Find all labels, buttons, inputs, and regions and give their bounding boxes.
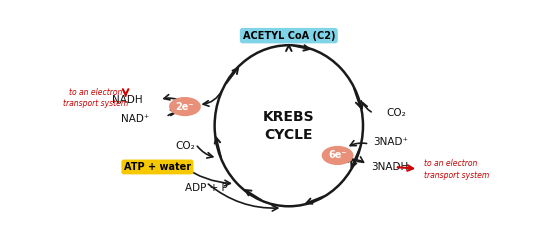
Text: CO₂: CO₂ (175, 141, 195, 151)
Ellipse shape (169, 97, 201, 116)
Text: 3NAD⁺: 3NAD⁺ (374, 137, 409, 147)
Text: ACETYL CoA (C2): ACETYL CoA (C2) (242, 31, 335, 41)
Text: ATP + water: ATP + water (124, 162, 191, 172)
Text: 3NADH: 3NADH (371, 162, 409, 172)
Text: NAD⁺: NAD⁺ (120, 114, 149, 124)
Text: CO₂: CO₂ (386, 108, 406, 118)
Text: 2e⁻: 2e⁻ (176, 102, 194, 112)
Text: NADH: NADH (112, 95, 143, 105)
Ellipse shape (322, 146, 353, 165)
Text: to an electron
transport system: to an electron transport system (63, 88, 129, 108)
Text: to an electron
transport system: to an electron transport system (424, 159, 490, 180)
Text: ADP + P: ADP + P (185, 183, 228, 193)
Text: KREBS
CYCLE: KREBS CYCLE (263, 110, 315, 142)
Text: 6e⁻: 6e⁻ (328, 150, 347, 160)
